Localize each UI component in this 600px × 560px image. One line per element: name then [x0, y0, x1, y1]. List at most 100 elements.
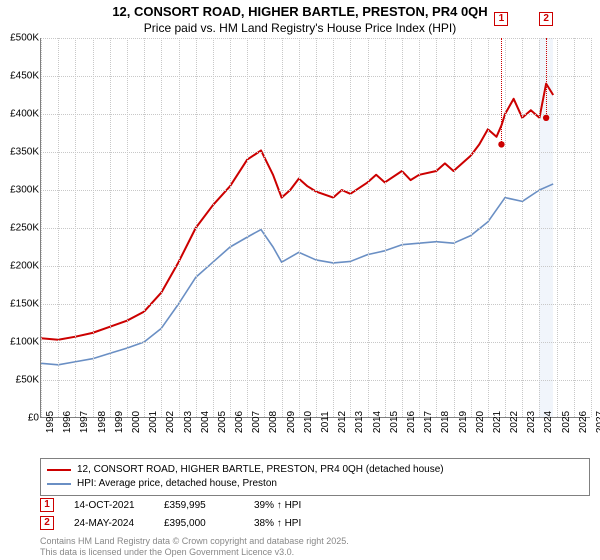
gridline-vertical	[505, 38, 506, 417]
transaction-marker-2: 2	[40, 516, 54, 530]
gridline-vertical	[144, 38, 145, 417]
gridline-vertical	[419, 38, 420, 417]
x-axis-label: 2000	[131, 411, 142, 433]
x-axis-label: 2024	[543, 411, 554, 433]
gridline-vertical	[213, 38, 214, 417]
legend-swatch-hpi	[47, 483, 71, 485]
y-axis-label: £250K	[1, 223, 39, 234]
transaction-date-2: 24-MAY-2024	[74, 518, 144, 529]
legend-swatch-property	[47, 469, 71, 471]
gridline-vertical	[539, 38, 540, 417]
gridline-vertical	[402, 38, 403, 417]
x-axis-label: 2003	[183, 411, 194, 433]
transaction-date-1: 14-OCT-2021	[74, 500, 144, 511]
legend-item-property: 12, CONSORT ROAD, HIGHER BARTLE, PRESTON…	[47, 463, 583, 477]
gridline-vertical	[58, 38, 59, 417]
y-axis-label: £0	[1, 413, 39, 424]
chart-title-line1: 12, CONSORT ROAD, HIGHER BARTLE, PRESTON…	[0, 0, 600, 21]
x-axis-label: 2023	[526, 411, 537, 433]
x-axis-label: 2005	[217, 411, 228, 433]
x-axis-label: 2019	[458, 411, 469, 433]
x-axis-label: 2021	[492, 411, 503, 433]
transaction-delta-1: 39% ↑ HPI	[254, 500, 324, 511]
gridline-vertical	[316, 38, 317, 417]
marker-dropline	[501, 38, 502, 144]
y-axis-label: £100K	[1, 337, 39, 348]
series-line-hpi	[41, 184, 553, 365]
marker-box-1: 1	[494, 12, 508, 26]
y-axis-label: £400K	[1, 109, 39, 120]
gridline-vertical	[75, 38, 76, 417]
x-axis-label: 2026	[578, 411, 589, 433]
x-axis-label: 2016	[406, 411, 417, 433]
y-axis-label: £450K	[1, 71, 39, 82]
y-axis-label: £350K	[1, 147, 39, 158]
gridline-vertical	[179, 38, 180, 417]
gridline-vertical	[247, 38, 248, 417]
footer-line-1: Contains HM Land Registry data © Crown c…	[40, 536, 349, 547]
x-axis-label: 2008	[268, 411, 279, 433]
legend-box: 12, CONSORT ROAD, HIGHER BARTLE, PRESTON…	[40, 458, 590, 496]
gridline-vertical	[436, 38, 437, 417]
x-axis-label: 2001	[148, 411, 159, 433]
gridline-vertical	[282, 38, 283, 417]
x-axis-label: 2002	[165, 411, 176, 433]
legend-label-property: 12, CONSORT ROAD, HIGHER BARTLE, PRESTON…	[77, 463, 444, 477]
x-axis-label: 2010	[303, 411, 314, 433]
x-axis-label: 1997	[79, 411, 90, 433]
chart-title-line2: Price paid vs. HM Land Registry's House …	[0, 21, 600, 37]
gridline-vertical	[591, 38, 592, 417]
x-axis-label: 1996	[62, 411, 73, 433]
gridline-vertical	[299, 38, 300, 417]
gridline-vertical	[454, 38, 455, 417]
plot-area: £0£50K£100K£150K£200K£250K£300K£350K£400…	[40, 38, 590, 418]
marker-dropline	[546, 38, 547, 118]
transactions-table: 1 14-OCT-2021 £359,995 39% ↑ HPI 2 24-MA…	[40, 498, 590, 534]
y-axis-label: £50K	[1, 375, 39, 386]
y-axis-label: £300K	[1, 185, 39, 196]
transaction-price-2: £395,000	[164, 518, 234, 529]
series-line-property	[41, 84, 553, 340]
footer-attribution: Contains HM Land Registry data © Crown c…	[40, 536, 349, 558]
x-axis-label: 2004	[200, 411, 211, 433]
y-axis-label: £200K	[1, 261, 39, 272]
x-axis-label: 2012	[337, 411, 348, 433]
chart-container: 12, CONSORT ROAD, HIGHER BARTLE, PRESTON…	[0, 0, 600, 560]
transaction-marker-1: 1	[40, 498, 54, 512]
x-axis-label: 2011	[320, 411, 331, 433]
x-axis-label: 2027	[595, 411, 600, 433]
x-axis-label: 1995	[45, 411, 56, 433]
gridline-vertical	[196, 38, 197, 417]
x-axis-label: 2007	[251, 411, 262, 433]
gridline-vertical	[574, 38, 575, 417]
x-axis-label: 2009	[286, 411, 297, 433]
y-axis-label: £150K	[1, 299, 39, 310]
gridline-vertical	[522, 38, 523, 417]
gridline-vertical	[93, 38, 94, 417]
gridline-vertical	[41, 38, 42, 417]
footer-line-2: This data is licensed under the Open Gov…	[40, 547, 349, 558]
x-axis-label: 2020	[475, 411, 486, 433]
gridline-vertical	[350, 38, 351, 417]
gridline-vertical	[488, 38, 489, 417]
gridline-vertical	[385, 38, 386, 417]
gridline-vertical	[264, 38, 265, 417]
x-axis-label: 2018	[440, 411, 451, 433]
transaction-row-1: 1 14-OCT-2021 £359,995 39% ↑ HPI	[40, 498, 590, 512]
gridline-vertical	[471, 38, 472, 417]
x-axis-label: 2013	[354, 411, 365, 433]
x-axis-label: 2025	[561, 411, 572, 433]
gridline-vertical	[161, 38, 162, 417]
x-axis-label: 2022	[509, 411, 520, 433]
x-axis-label: 2014	[372, 411, 383, 433]
x-axis-label: 2006	[234, 411, 245, 433]
x-axis-label: 1998	[97, 411, 108, 433]
transaction-price-1: £359,995	[164, 500, 234, 511]
x-axis-label: 2015	[389, 411, 400, 433]
y-axis-label: £500K	[1, 33, 39, 44]
marker-box-2: 2	[539, 12, 553, 26]
gridline-vertical	[368, 38, 369, 417]
transaction-delta-2: 38% ↑ HPI	[254, 518, 324, 529]
gridline-vertical	[333, 38, 334, 417]
gridline-vertical	[230, 38, 231, 417]
